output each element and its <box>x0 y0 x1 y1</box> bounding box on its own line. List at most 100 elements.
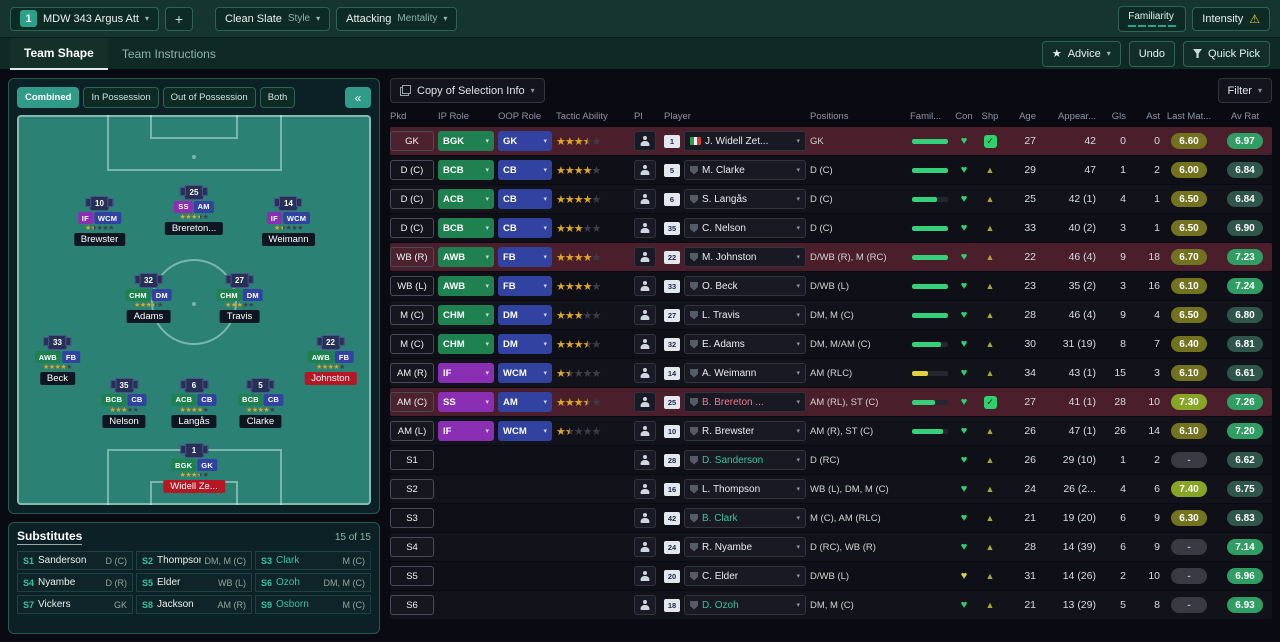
ip-role-select[interactable]: BGK ▾ <box>438 131 494 151</box>
table-row-m-clarke[interactable]: D (C) BCB ▾ CB ▾ ★★★★★ 5 M. Clarke ▾ D (C) ♥ ▲ 29 47 1… <box>390 156 1272 184</box>
column-header-age[interactable]: Age <box>1019 111 1036 122</box>
pitch-tab-combined[interactable]: Combined <box>17 87 80 108</box>
oop-role-badge[interactable]: FB <box>61 351 81 364</box>
oop-role-badge[interactable]: DM <box>151 289 172 302</box>
column-header-oop-role[interactable]: OOP Role <box>498 111 542 122</box>
pitch-player-clarke[interactable]: 5 BCB CB ★★★★★ Clarke <box>237 377 284 428</box>
pitch-player-lang-s[interactable]: 6 ACB CB ★★★★★ Langås <box>171 377 217 428</box>
ip-role-badge[interactable]: IF <box>266 212 282 225</box>
ip-role-select[interactable]: BCB ▾ <box>438 218 494 238</box>
column-header-pl[interactable]: Pl <box>634 111 643 122</box>
ip-role-select[interactable]: CHM ▾ <box>438 334 494 354</box>
player-info-button[interactable] <box>634 595 656 615</box>
player-info-button[interactable] <box>634 218 656 238</box>
pitch-player-beck[interactable]: 33 AWB FB ★★★★★ Beck <box>34 335 81 386</box>
ip-role-badge[interactable]: BCB <box>101 393 127 406</box>
column-header-con[interactable]: Con <box>955 111 973 122</box>
pitch-player-brewster[interactable]: 10 IF WCM ★★★★★ Brewster <box>73 196 126 247</box>
table-row-e-adams[interactable]: M (C) CHM ▾ DM ▾ ★★★★★ 32 E. Adams ▾ DM, M/AM (C)… <box>390 330 1272 358</box>
player-info-button[interactable] <box>634 160 656 180</box>
tab-team-shape[interactable]: Team Shape <box>10 37 108 70</box>
player-select[interactable]: E. Adams ▾ <box>684 334 806 354</box>
player-info-button[interactable] <box>634 537 656 557</box>
player-info-button[interactable] <box>634 305 656 325</box>
ip-role-select[interactable]: AWB ▾ <box>438 247 494 267</box>
pitch-player-widell-ze[interactable]: 1 BGK GK ★★★★★ Widell Ze... <box>163 443 225 494</box>
table-row-j-widell-zet[interactable]: GK BGK ▾ GK ▾ ★★★★★ 1 J. Widell Zet... ▾ GK ♥ ✓ 27 42… <box>390 127 1272 155</box>
player-select[interactable]: A. Weimann ▾ <box>684 363 806 383</box>
player-select[interactable]: C. Nelson ▾ <box>684 218 806 238</box>
ip-role-badge[interactable]: SS <box>174 200 193 213</box>
pitch-player-johnston[interactable]: 22 AWB FB ★★★★★ Johnston <box>304 335 357 386</box>
table-row-s-lang-s[interactable]: D (C) ACB ▾ CB ▾ ★★★★★ 6 S. Langås ▾ D (C) ♥ ▲ 25 42 … <box>390 185 1272 213</box>
player-info-button[interactable] <box>634 247 656 267</box>
ip-role-select[interactable]: AWB ▾ <box>438 276 494 296</box>
pitch-player-adams[interactable]: 32 CHM DM ★★★★★ Adams <box>125 273 172 324</box>
player-select[interactable]: R. Nyambe ▾ <box>684 537 806 557</box>
player-select[interactable]: S. Langås ▾ <box>684 189 806 209</box>
collapse-panel-button[interactable]: « <box>345 87 371 108</box>
oop-role-badge[interactable]: CB <box>197 393 217 406</box>
player-info-button[interactable] <box>634 363 656 383</box>
substitute-vickers[interactable]: S7 Vickers GK <box>17 595 133 614</box>
column-header-pkd[interactable]: Pkd <box>390 111 407 122</box>
table-row-d-ozoh[interactable]: S6 18 D. Ozoh ▾ DM, M (C) ♥ ▲ 21 13 (29) 5 8- 6.93 <box>390 591 1272 619</box>
oop-role-badge[interactable]: CB <box>127 393 147 406</box>
oop-role-badge[interactable]: WCM <box>282 212 311 225</box>
oop-role-select[interactable]: DM ▾ <box>498 305 552 325</box>
player-select[interactable]: M. Johnston ▾ <box>684 247 806 267</box>
player-info-button[interactable] <box>634 566 656 586</box>
ip-role-badge[interactable]: CHM <box>216 289 242 302</box>
column-header-tactic-ability[interactable]: Tactic Ability <box>556 111 608 122</box>
pitch-player-travis[interactable]: 27 CHM DM ★★★★★ Travis <box>216 273 263 324</box>
column-header-appear[interactable]: Appear... <box>1057 111 1096 122</box>
table-row-b-brereton[interactable]: AM (C) SS ▾ AM ▾ ★★★★★ 25 B. Brereton ... ▾ AM (R… <box>390 388 1272 416</box>
player-select[interactable]: L. Thompson ▾ <box>684 479 806 499</box>
table-row-l-thompson[interactable]: S2 16 L. Thompson ▾ WB (L), DM, M (C) ♥ ▲ 24 26 … <box>390 475 1272 503</box>
ip-role-badge[interactable]: AWB <box>307 351 334 364</box>
substitute-elder[interactable]: S5 Elder WB (L) <box>136 573 252 592</box>
substitute-thompson[interactable]: S2 Thompson DM, M (C) <box>136 551 252 570</box>
ip-role-badge[interactable]: ACB <box>171 393 197 406</box>
substitute-sanderson[interactable]: S1 Sanderson D (C) <box>17 551 133 570</box>
ip-role-select[interactable]: SS ▾ <box>438 392 494 412</box>
ip-role-select[interactable]: CHM ▾ <box>438 305 494 325</box>
column-header-ip-role[interactable]: IP Role <box>438 111 469 122</box>
oop-role-badge[interactable]: FB <box>334 351 354 364</box>
player-info-button[interactable] <box>634 450 656 470</box>
table-row-d-sanderson[interactable]: S1 28 D. Sanderson ▾ D (RC) ♥ ▲ 26 29 (10) 1 2- 6.6… <box>390 446 1272 474</box>
tactic-selector[interactable]: 1 MDW 343 Argus Att ▾ <box>10 6 159 31</box>
column-header-famil[interactable]: Famil... <box>910 111 942 122</box>
player-info-button[interactable] <box>634 392 656 412</box>
column-header-player[interactable]: Player <box>664 111 691 122</box>
oop-role-badge[interactable]: AM <box>193 200 214 213</box>
substitute-nyambe[interactable]: S4 Nyambe D (R) <box>17 573 133 592</box>
oop-role-select[interactable]: CB ▾ <box>498 189 552 209</box>
table-row-c-elder[interactable]: S5 20 C. Elder ▾ D/WB (L) ♥ ▲ 31 14 (26) 2 10- 6.96 <box>390 562 1272 590</box>
oop-role-badge[interactable]: WCM <box>93 212 122 225</box>
oop-role-select[interactable]: GK ▾ <box>498 131 552 151</box>
tab-team-instructions[interactable]: Team Instructions <box>121 46 216 61</box>
oop-role-select[interactable]: WCM ▾ <box>498 421 552 441</box>
oop-role-select[interactable]: CB ▾ <box>498 218 552 238</box>
filter-button[interactable]: Filter ▾ <box>1217 78 1272 103</box>
column-header-av-rat[interactable]: Av Rat <box>1230 111 1260 122</box>
ip-role-select[interactable]: IF ▾ <box>438 421 494 441</box>
intensity-indicator[interactable]: Intensity ⚠ <box>1192 6 1270 31</box>
ip-role-select[interactable]: BCB ▾ <box>438 160 494 180</box>
style-selector[interactable]: Clean Slate Style ▾ <box>215 6 331 31</box>
oop-role-select[interactable]: AM ▾ <box>498 392 552 412</box>
column-header-shp[interactable]: Shp <box>981 111 999 122</box>
player-info-button[interactable] <box>634 334 656 354</box>
undo-button[interactable]: Undo <box>1128 40 1176 67</box>
substitute-jackson[interactable]: S8 Jackson AM (R) <box>136 595 252 614</box>
pitch-player-brereton[interactable]: 25 SS AM ★★★★★ Brereton... <box>164 184 224 235</box>
oop-role-select[interactable]: FB ▾ <box>498 247 552 267</box>
ip-role-badge[interactable]: AWB <box>34 351 61 364</box>
table-row-o-beck[interactable]: WB (L) AWB ▾ FB ▾ ★★★★★ 33 O. Beck ▾ D/WB (L) ♥ ▲ 23… <box>390 272 1272 300</box>
ip-role-badge[interactable]: CHM <box>125 289 151 302</box>
player-select[interactable]: R. Brewster ▾ <box>684 421 806 441</box>
table-row-b-clark[interactable]: S3 42 B. Clark ▾ M (C), AM (RLC) ♥ ▲ 21 19 (20) 6… <box>390 504 1272 532</box>
player-select[interactable]: O. Beck ▾ <box>684 276 806 296</box>
table-row-a-weimann[interactable]: AM (R) IF ▾ WCM ▾ ★★★★★ 14 A. Weimann ▾ AM (RLC) ♥… <box>390 359 1272 387</box>
